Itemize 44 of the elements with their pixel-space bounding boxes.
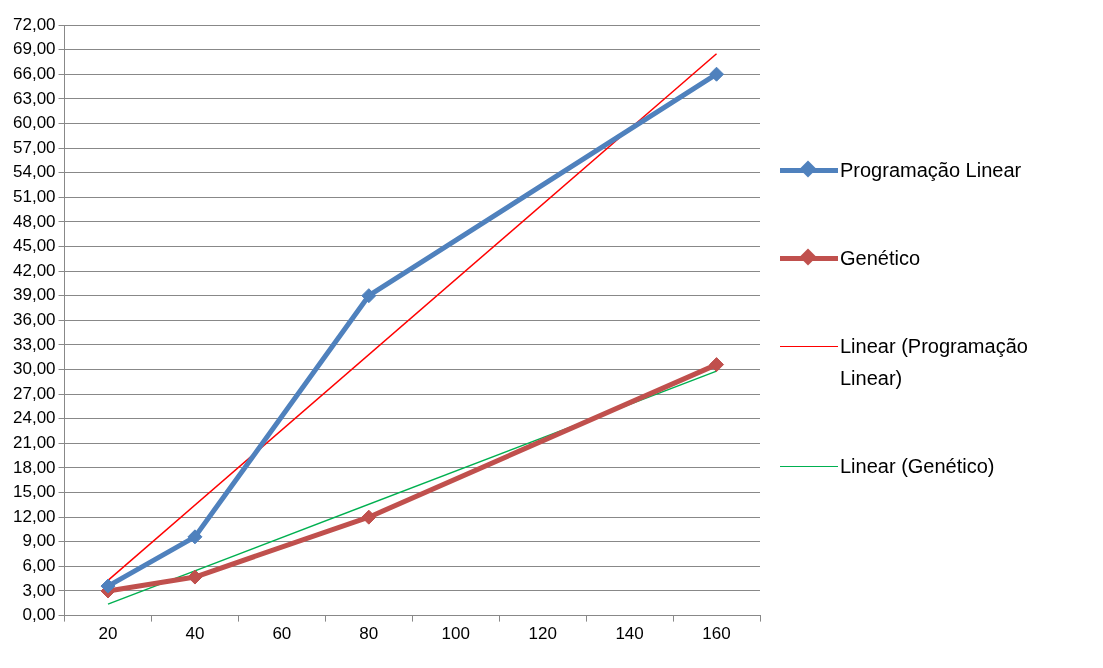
y-tick-label: 51,00 bbox=[12, 186, 56, 206]
y-tick-label: 48,00 bbox=[12, 211, 56, 231]
y-tick-label: 15,00 bbox=[12, 482, 56, 502]
y-tick-label: 27,00 bbox=[12, 383, 56, 403]
x-tick-label: 80 bbox=[359, 624, 379, 644]
x-tick-label: 100 bbox=[441, 624, 470, 644]
x-tick-label: 60 bbox=[272, 624, 292, 644]
point bbox=[709, 66, 725, 82]
y-tick-label: 3,00 bbox=[22, 580, 56, 600]
point bbox=[100, 578, 116, 594]
y-tick-label: 69,00 bbox=[12, 39, 56, 59]
legend-label: Programação Linear bbox=[840, 158, 1022, 183]
y-tick-label: 57,00 bbox=[12, 137, 56, 157]
y-tick-label: 18,00 bbox=[12, 457, 56, 477]
y-tick-label: 39,00 bbox=[12, 285, 56, 305]
x-tick-label: 120 bbox=[528, 624, 557, 644]
y-tick-label: 36,00 bbox=[12, 309, 56, 329]
y-tick-label: 45,00 bbox=[12, 236, 56, 256]
x-tick-label: 140 bbox=[615, 624, 644, 644]
y-tick-label: 6,00 bbox=[22, 556, 56, 576]
point bbox=[361, 509, 377, 525]
y-tick-label: 60,00 bbox=[12, 113, 56, 133]
y-tick-label: 9,00 bbox=[22, 531, 56, 551]
x-tick-label: 160 bbox=[702, 624, 731, 644]
y-tick-label: 63,00 bbox=[12, 88, 56, 108]
y-tick-label: 42,00 bbox=[12, 260, 56, 280]
x-tick-label: 40 bbox=[185, 624, 205, 644]
legend-label: Linear (Genético) bbox=[840, 454, 995, 479]
y-tick-label: 66,00 bbox=[12, 63, 56, 83]
y-tick-label: 21,00 bbox=[12, 433, 56, 453]
y-tick-label: 24,00 bbox=[12, 408, 56, 428]
y-tick-label: 0,00 bbox=[22, 605, 56, 625]
y-tick-label: 33,00 bbox=[12, 334, 56, 354]
point bbox=[361, 288, 377, 304]
y-tick-label: 72,00 bbox=[12, 14, 56, 34]
y-tick-label: 30,00 bbox=[12, 359, 56, 379]
point bbox=[187, 569, 203, 585]
point bbox=[187, 529, 203, 545]
x-tick-label: 20 bbox=[98, 624, 118, 644]
point bbox=[709, 357, 725, 373]
y-tick-label: 12,00 bbox=[12, 506, 56, 526]
legend-label: Linear (Programação Linear) bbox=[840, 334, 1029, 391]
legend-label: Genético bbox=[840, 246, 921, 271]
y-tick-label: 54,00 bbox=[12, 162, 56, 182]
